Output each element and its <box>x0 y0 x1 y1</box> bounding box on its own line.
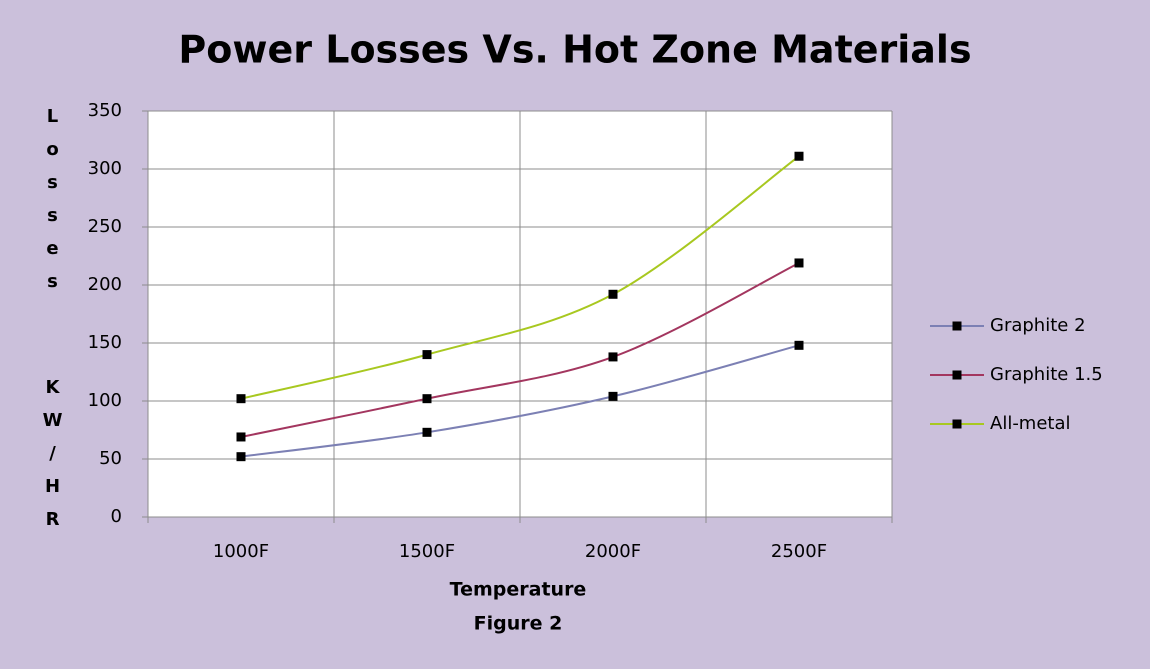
x-axis-label: Temperature <box>450 579 587 601</box>
y-tick-label: 250 <box>88 216 122 237</box>
y-tick-label: 350 <box>88 100 122 121</box>
y-tick-label: 200 <box>88 274 122 295</box>
y-tick-label: 150 <box>88 332 122 353</box>
data-marker <box>236 432 246 442</box>
data-marker <box>794 258 804 268</box>
data-marker <box>794 151 804 161</box>
y-tick-label: 50 <box>99 448 122 469</box>
chart-title: Power Losses Vs. Hot Zone Materials <box>178 28 971 72</box>
series-line <box>240 262 800 438</box>
series-line <box>240 155 800 400</box>
legend-label: All-metal <box>990 413 1071 434</box>
data-marker <box>422 427 432 437</box>
x-tick-label: 1000F <box>213 541 269 562</box>
data-marker <box>236 452 246 462</box>
data-marker <box>422 350 432 360</box>
legend-label: Graphite 2 <box>990 315 1086 336</box>
data-marker <box>794 340 804 350</box>
x-tick-label: 2500F <box>771 541 827 562</box>
series-line <box>240 344 800 458</box>
y-tick-label: 300 <box>88 158 122 179</box>
data-marker <box>608 391 618 401</box>
legend-marker <box>952 419 962 429</box>
data-marker <box>608 352 618 362</box>
data-marker <box>608 289 618 299</box>
y-tick-label: 0 <box>111 506 122 527</box>
x-tick-label: 1500F <box>399 541 455 562</box>
legend-label: Graphite 1.5 <box>990 364 1103 385</box>
data-marker <box>236 394 246 404</box>
x-tick-label: 2000F <box>585 541 641 562</box>
figure-caption: Figure 2 <box>474 613 563 635</box>
data-marker <box>422 394 432 404</box>
legend-marker <box>952 370 962 380</box>
y-tick-label: 100 <box>88 390 122 411</box>
legend-marker <box>952 321 962 331</box>
y-axis-label: Losses KW/HR <box>42 106 63 542</box>
